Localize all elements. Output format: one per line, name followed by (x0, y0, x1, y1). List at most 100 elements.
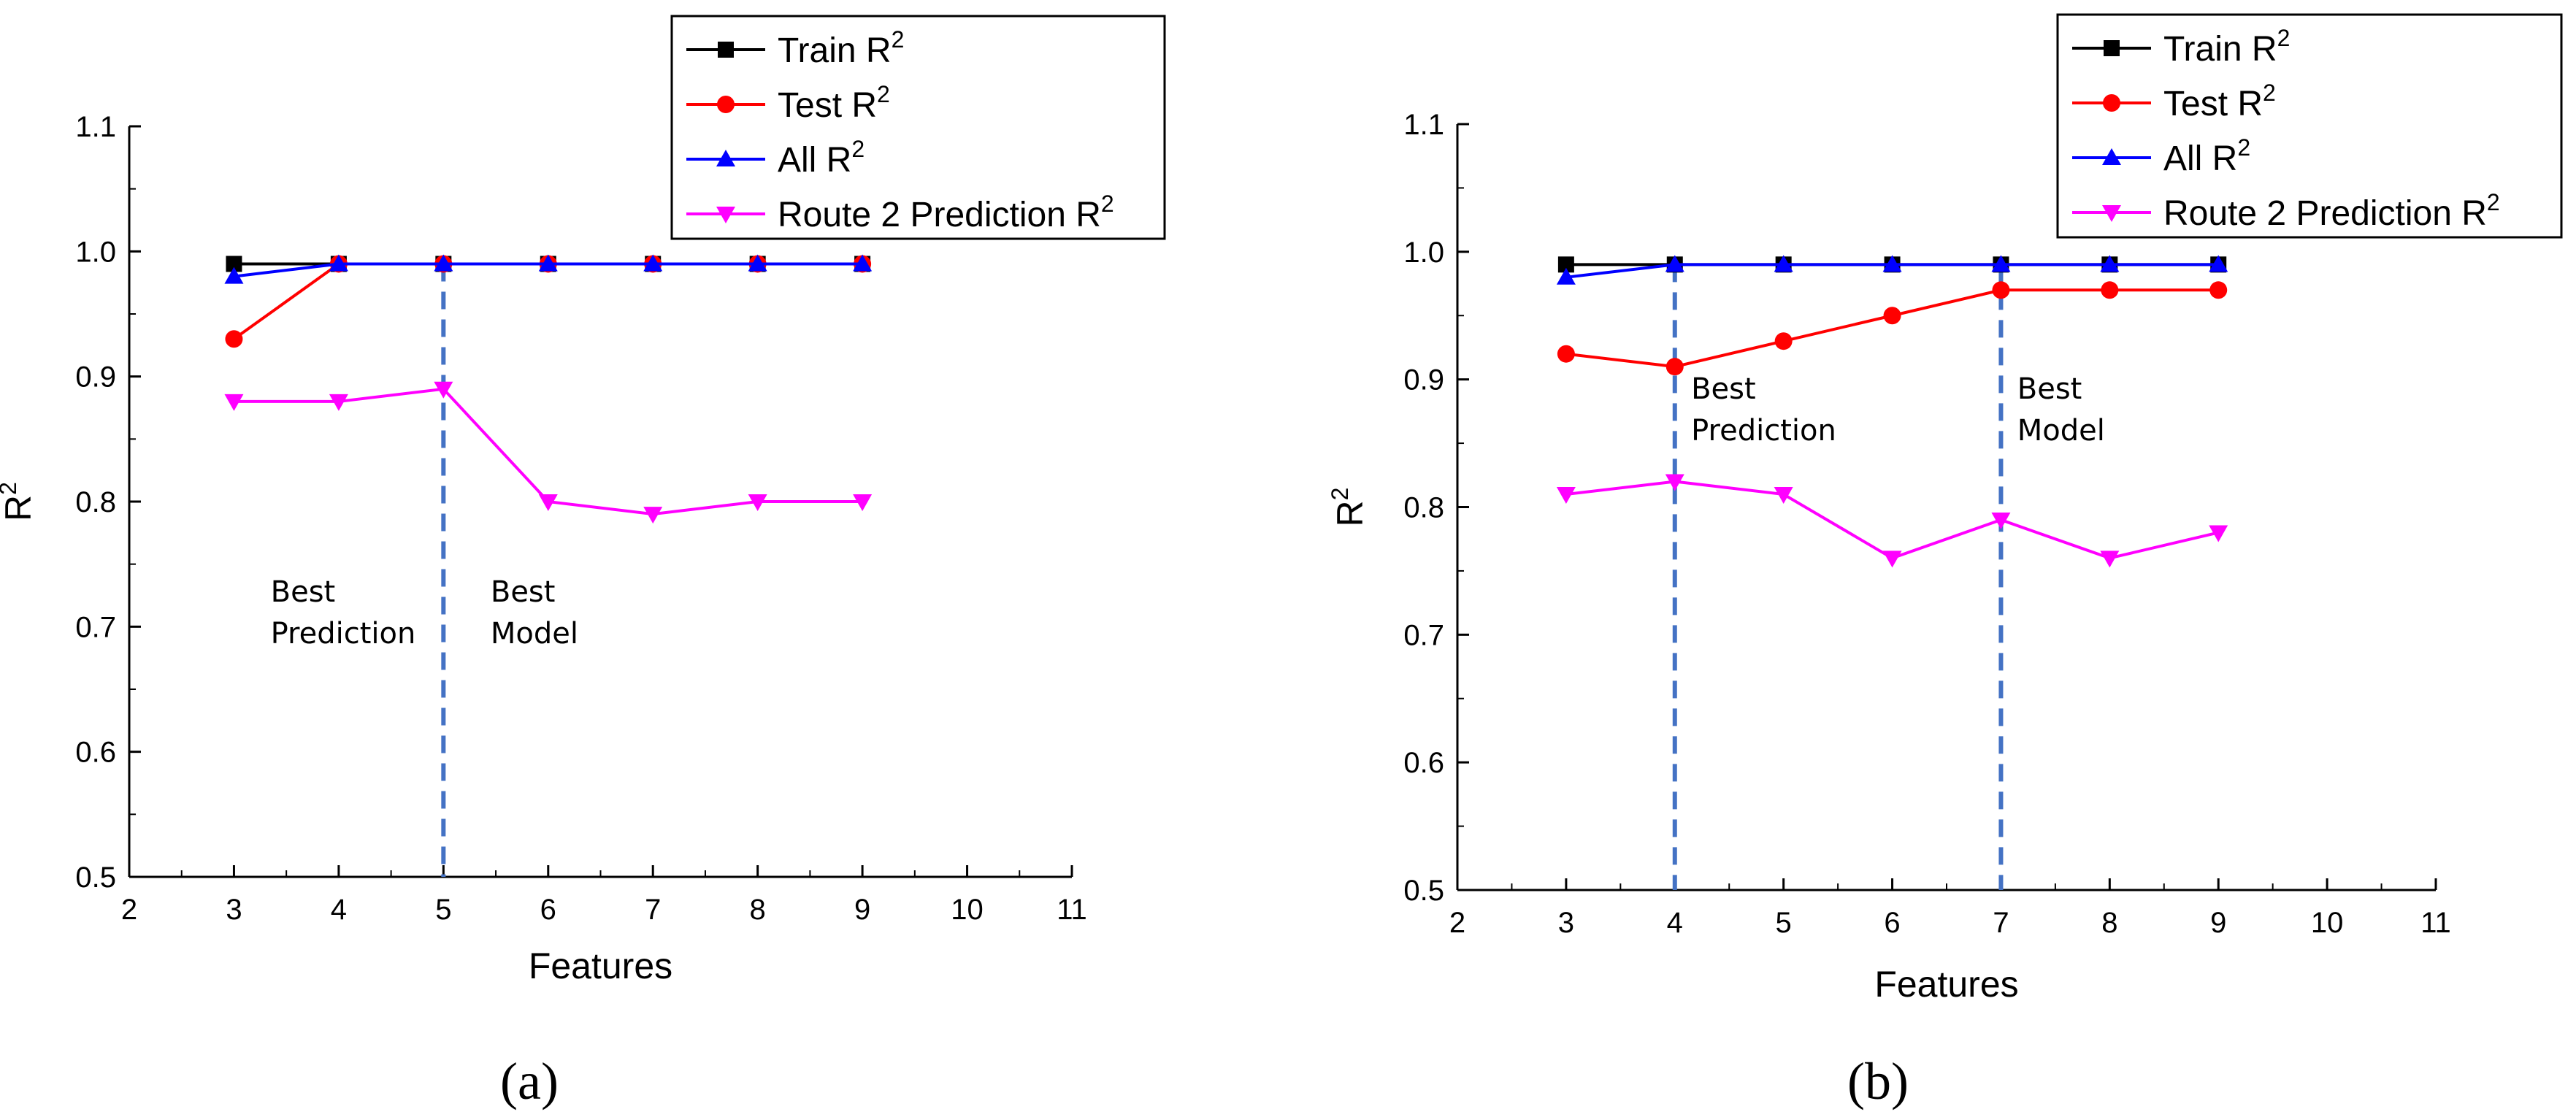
legend-entry-text: Train R (778, 31, 892, 70)
annotation-line: Best (491, 575, 556, 609)
data-point-series-1 (1774, 332, 1793, 350)
data-point-series-3 (538, 494, 558, 511)
panel-label: (b) (1847, 1052, 1909, 1111)
data-point-series-1 (2209, 281, 2228, 299)
x-tick-label: 11 (2420, 907, 2451, 939)
legend-entry-sup: 2 (851, 136, 865, 162)
y-tick-label: 0.5 (1403, 875, 1444, 907)
legend-marker (2104, 40, 2120, 56)
data-point-series-3 (853, 494, 873, 511)
x-axis-label: Features (1874, 964, 2018, 1005)
annotation-0: Best Prediction (1691, 372, 1836, 448)
legend-entry-text: All R (778, 141, 851, 180)
x-tick-label: 9 (2210, 907, 2226, 939)
annotation-line: Best (271, 575, 336, 609)
x-tick-label: 10 (951, 894, 984, 926)
x-axis-label: Features (529, 946, 672, 986)
legend-entry-sup: 2 (2277, 25, 2291, 51)
legend-entry: All R2 (778, 136, 865, 180)
y-axis-label: R2 (0, 482, 39, 521)
x-tick-label: 5 (1776, 907, 1792, 939)
legend-marker (2103, 94, 2120, 112)
annotation-1: Best Model (491, 575, 578, 651)
data-point-series-3 (1556, 487, 1576, 505)
x-tick-label: 6 (540, 894, 556, 926)
data-point-series-1 (1665, 358, 1684, 376)
x-tick-label: 7 (1993, 907, 2009, 939)
data-point-series-2 (2100, 255, 2120, 272)
y-axis-label: R2 (1327, 488, 1371, 527)
legend-entry: Test R2 (2163, 80, 2276, 123)
legend-entry-sup: 2 (2263, 80, 2276, 106)
y-tick-label: 0.8 (75, 486, 116, 518)
legend-entry-text: Train R (2163, 30, 2277, 69)
x-tick-label: 11 (1057, 894, 1087, 926)
data-point-series-3 (643, 507, 663, 524)
annotation-line: Model (491, 617, 578, 651)
data-point-series-2 (1991, 255, 2011, 272)
legend-entry: Train R2 (2163, 25, 2290, 69)
legend-marker (716, 207, 735, 223)
legend-entry-sup: 2 (1101, 191, 1114, 217)
data-point-series-3 (1774, 487, 1793, 505)
data-point-series-2 (2209, 255, 2228, 272)
legend-entry: Train R2 (778, 26, 904, 70)
x-tick-label: 3 (226, 894, 242, 926)
data-point-series-2 (1556, 267, 1576, 285)
annotation-line: Prediction (271, 617, 416, 651)
data-point-series-2 (1665, 255, 1684, 272)
data-point-series-2 (1774, 255, 1793, 272)
legend-entry: All R2 (2163, 134, 2250, 178)
annotation-line: Best (2017, 372, 2082, 406)
legend-entry-text: Test R (778, 86, 877, 125)
annotation-line: Model (2017, 414, 2105, 448)
data-point-series-3 (2209, 525, 2228, 542)
data-point-series-2 (748, 254, 767, 272)
legend-entry-sup: 2 (2487, 189, 2500, 215)
data-point-series-0 (1557, 256, 1574, 273)
data-point-series-1 (1992, 281, 2010, 299)
x-tick-label: 8 (750, 894, 766, 926)
y-tick-label: 1.1 (1403, 109, 1444, 141)
y-tick-label: 0.7 (1403, 619, 1444, 651)
legend-marker (716, 150, 735, 166)
data-point-series-0 (226, 256, 242, 272)
y-axis-label-text: R (0, 495, 39, 521)
annotation-1: Best Model (2017, 372, 2105, 448)
legend-entry: Test R2 (778, 81, 890, 125)
chart-panel-a: 0.5 0.6 0.7 0.8 0.9 1.0 1.1 2 3 4 5 6 7 8 9 10 11 Feature… (0, 15, 1166, 1111)
legend-entry: Route 2 Prediction R2 (778, 191, 1114, 234)
data-point-series-2 (329, 254, 348, 272)
data-point-series-3 (329, 394, 348, 411)
chart-panel-b: 0.5 0.6 0.7 0.8 0.9 1.0 1.1 2 3 4 5 6 7 8 9 10 11 Feature… (1327, 13, 2563, 1111)
y-axis-label-text: R (1330, 500, 1371, 526)
panel-label: (a) (500, 1052, 559, 1111)
data-point-series-2 (538, 254, 558, 272)
y-axis-label-sup: 2 (0, 482, 21, 495)
data-point-series-3 (434, 381, 453, 399)
x-tick-label: 7 (645, 894, 661, 926)
data-point-series-3 (1665, 474, 1684, 491)
data-point-series-3 (1882, 551, 1902, 568)
y-tick-label: 0.9 (1403, 364, 1444, 396)
x-tick-label: 5 (435, 894, 451, 926)
legend-entry: Route 2 Prediction R2 (2163, 189, 2500, 233)
x-tick-label: 4 (1667, 907, 1683, 939)
data-point-series-2 (643, 254, 663, 272)
legend-marker (718, 42, 734, 58)
legend-marker (2102, 205, 2121, 222)
legend-marker (2102, 148, 2121, 165)
annotation-line: Best (1691, 372, 1756, 406)
x-tick-label: 10 (2311, 907, 2344, 939)
data-point-series-3 (1991, 512, 2011, 529)
series-line-3 (1565, 480, 2219, 560)
y-tick-label: 0.6 (1403, 747, 1444, 779)
legend-box (670, 15, 1166, 240)
data-point-series-2 (853, 254, 873, 272)
legend-entry-text: Test R (2163, 85, 2263, 123)
data-point-series-3 (2100, 551, 2120, 568)
y-tick-label: 0.6 (75, 737, 116, 769)
x-tick-label: 8 (2101, 907, 2117, 939)
